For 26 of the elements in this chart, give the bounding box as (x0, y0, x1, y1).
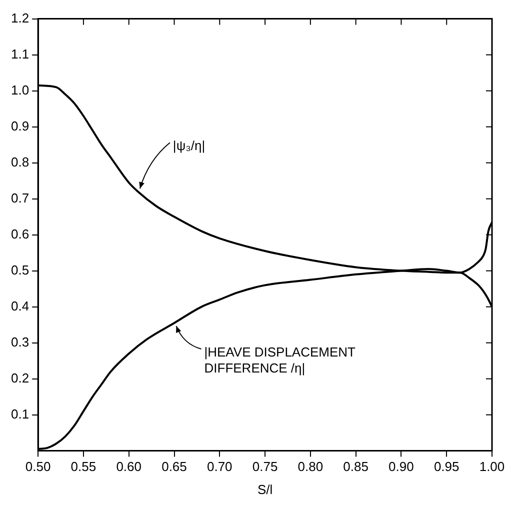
y-tick-label: 0.7 (10, 190, 30, 206)
x-tick-label: 0.90 (388, 459, 414, 474)
x-tick-label: 0.80 (298, 459, 324, 474)
x-tick-label: 0.95 (434, 459, 460, 474)
y-tick-label: 1.2 (10, 10, 30, 26)
y-tick-label: 0.3 (10, 334, 30, 350)
y-tick-label: 0.9 (10, 118, 30, 134)
x-tick-label: 0.65 (162, 459, 187, 474)
annotation: |HEAVE DISPLACEMENT DIFFERENCE /η| (204, 344, 356, 376)
y-tick-label: 0.2 (10, 370, 30, 386)
x-tick-label: 1.00 (479, 459, 505, 474)
y-tick-label: 1.0 (10, 82, 30, 98)
x-tick-label: 0.55 (70, 459, 96, 474)
x-tick-label: 0.60 (116, 459, 142, 474)
x-tick-label: 0.70 (206, 459, 232, 474)
annotation: |ψ₃/η| (172, 138, 206, 154)
x-axis-title: S/l (257, 482, 273, 497)
x-tick-label: 0.50 (25, 459, 51, 474)
y-tick-label: 0.6 (10, 226, 30, 242)
x-tick-label: 0.85 (343, 459, 368, 474)
y-tick-label: 0.5 (10, 262, 30, 278)
y-tick-label: 0.1 (10, 406, 30, 422)
y-tick-label: 0.8 (10, 154, 30, 170)
y-tick-label: 1.1 (10, 46, 30, 62)
y-tick-label: 0.4 (10, 298, 30, 314)
x-tick-label: 0.75 (252, 459, 278, 474)
